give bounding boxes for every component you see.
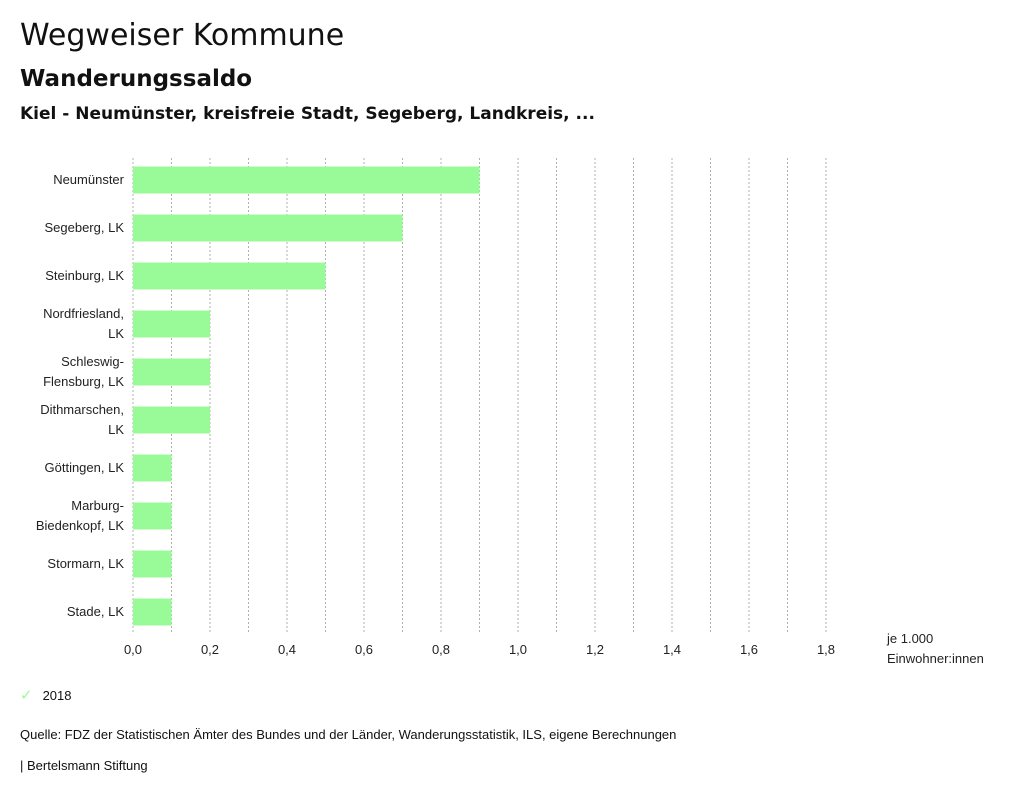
credit-note: | Bertelsmann Stiftung bbox=[20, 758, 148, 773]
x-tick-label: 0,6 bbox=[355, 642, 373, 657]
x-axis-unit-label: je 1.000 Einwohner:innen bbox=[886, 631, 984, 666]
x-tick-label: 1,2 bbox=[586, 642, 604, 657]
x-tick-label: 1,8 bbox=[817, 642, 835, 657]
x-tick-label: 0,0 bbox=[124, 642, 142, 657]
category-label: Nordfriesland, bbox=[43, 306, 124, 321]
bar[interactable] bbox=[133, 598, 172, 626]
category-label: Marburg- bbox=[71, 498, 124, 513]
x-axis-unit-line: je 1.000 bbox=[886, 631, 933, 646]
bar[interactable] bbox=[133, 262, 326, 290]
category-label: Neumünster bbox=[53, 172, 124, 187]
x-tick-label: 0,2 bbox=[201, 642, 219, 657]
region-selection: Kiel - Neumünster, kreisfreie Stadt, Seg… bbox=[20, 104, 595, 124]
x-tick-label: 1,4 bbox=[663, 642, 681, 657]
category-label: Dithmarschen, bbox=[40, 402, 124, 417]
grid-lines bbox=[132, 158, 827, 634]
bar[interactable] bbox=[133, 454, 172, 482]
category-label: Göttingen, LK bbox=[45, 460, 125, 475]
legend[interactable]: ✓ 2018 bbox=[20, 686, 72, 704]
check-icon[interactable]: ✓ bbox=[20, 687, 33, 704]
bar[interactable] bbox=[133, 502, 172, 530]
legend-label: 2018 bbox=[42, 687, 72, 703]
bars bbox=[133, 166, 480, 626]
x-tick-label: 1,6 bbox=[740, 642, 758, 657]
bar[interactable] bbox=[133, 358, 210, 386]
category-label: Stormarn, LK bbox=[47, 556, 124, 571]
x-tick-label: 0,8 bbox=[432, 642, 450, 657]
x-tick-label: 0,4 bbox=[278, 642, 296, 657]
category-label: Schleswig- bbox=[61, 354, 124, 369]
category-label: LK bbox=[108, 422, 124, 437]
bar[interactable] bbox=[133, 550, 172, 578]
chart-subtitle: Wanderungssaldo bbox=[20, 66, 253, 92]
x-tick-label: 1,0 bbox=[509, 642, 527, 657]
page-title: Wegweiser Kommune bbox=[20, 18, 345, 53]
x-tick-labels: 0,0 0,2 0,4 0,6 0,8 1,0 1,2 1,4 1,6 1,8 bbox=[124, 642, 835, 657]
bar[interactable] bbox=[133, 406, 210, 434]
category-label: LK bbox=[108, 326, 124, 341]
bar[interactable] bbox=[133, 166, 480, 194]
category-label: Flensburg, LK bbox=[43, 374, 124, 389]
category-labels: Neumünster Segeberg, LK Steinburg, LK Nordf… bbox=[36, 172, 125, 619]
x-axis-unit-line: Einwohner:innen bbox=[887, 651, 984, 666]
category-label: Segeberg, LK bbox=[44, 220, 124, 235]
category-label: Stade, LK bbox=[67, 604, 124, 619]
category-label: Biedenkopf, LK bbox=[36, 518, 125, 533]
bar[interactable] bbox=[133, 214, 403, 242]
source-note: Quelle: FDZ der Statistischen Ämter des … bbox=[20, 727, 677, 742]
category-label: Steinburg, LK bbox=[45, 268, 124, 283]
bar[interactable] bbox=[133, 310, 210, 338]
